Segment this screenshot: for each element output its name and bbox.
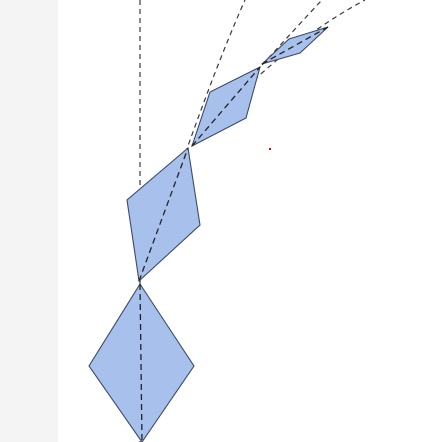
marker-dot (269, 148, 271, 150)
rhombus-diagonal (139, 283, 143, 442)
rhombus-diagonal (138, 147, 189, 282)
rhombus-shape (88, 282, 195, 442)
curved-guide-left (139, 0, 246, 281)
rhombus-diagonal (191, 66, 261, 147)
rhombus-diagonal (261, 26, 329, 65)
